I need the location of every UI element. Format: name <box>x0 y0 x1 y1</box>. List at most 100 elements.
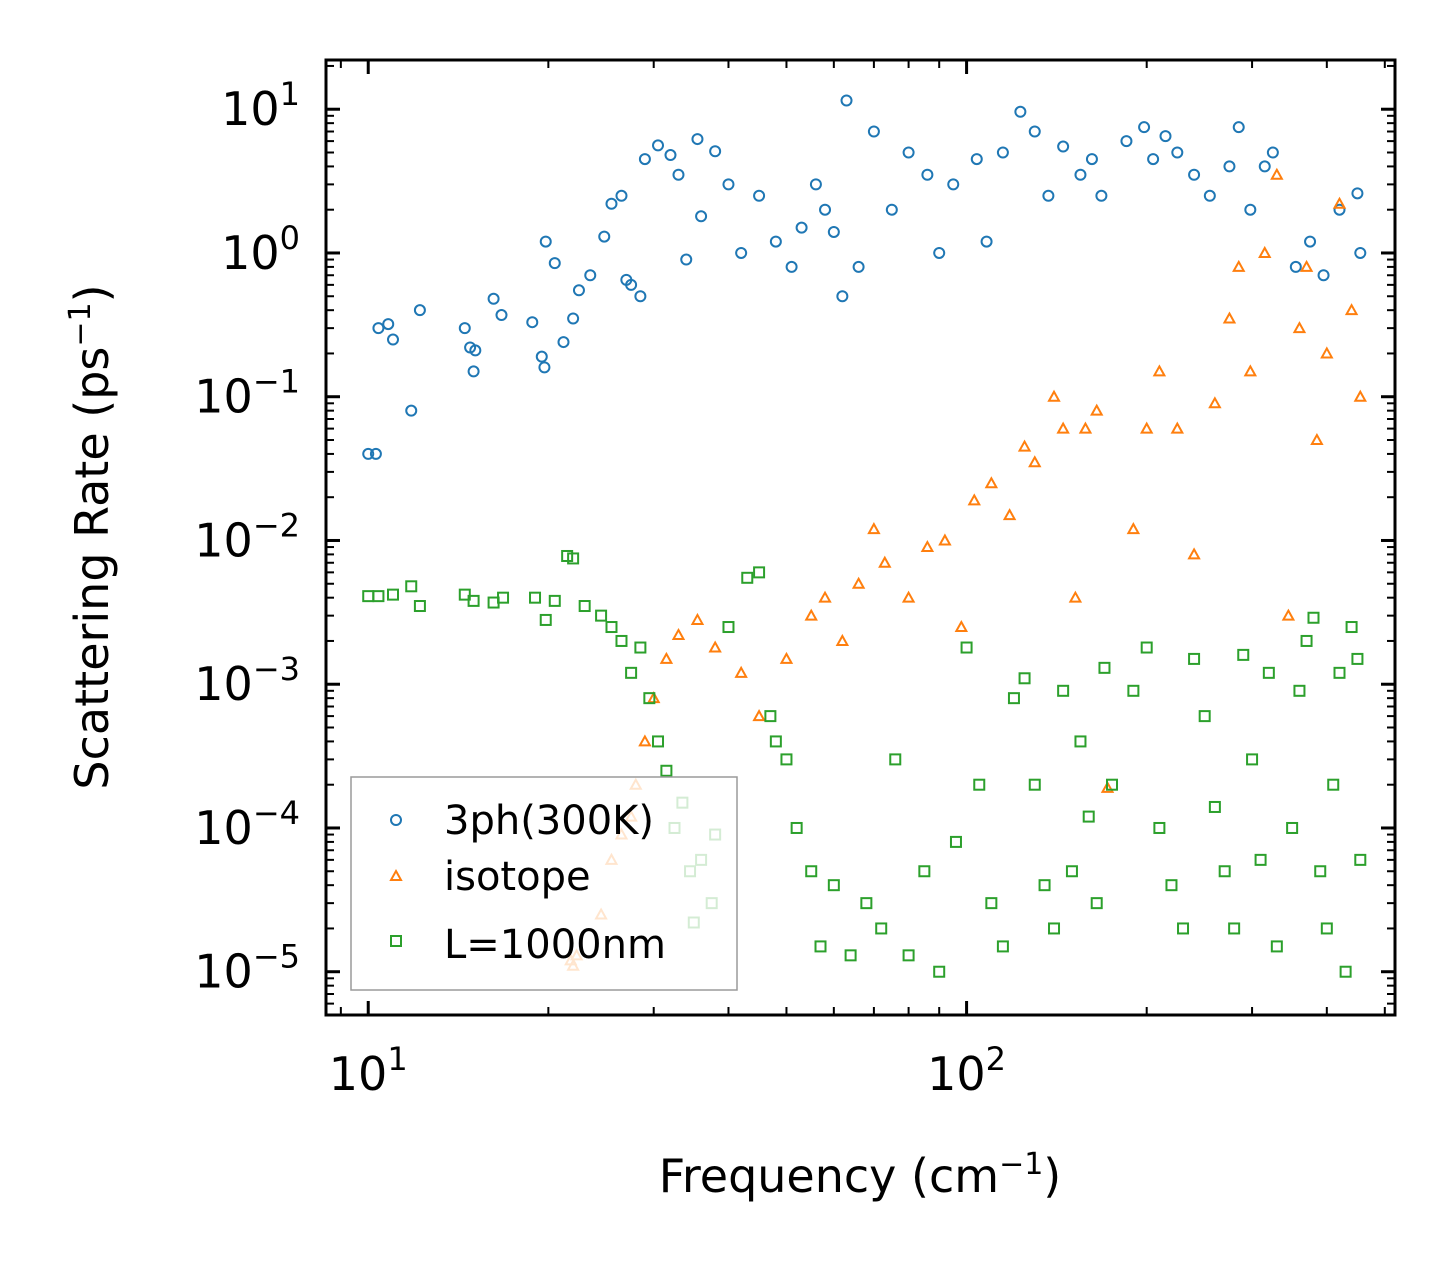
data-point-boundary <box>985 897 998 910</box>
data-point-boundary <box>902 949 915 962</box>
data-point-boundary <box>814 940 827 953</box>
data-point-boundary <box>889 753 902 766</box>
data-point-3ph <box>362 447 375 460</box>
data-point-boundary <box>1057 684 1070 697</box>
data-point-3ph <box>372 322 385 335</box>
data-point-isotope <box>1320 346 1334 359</box>
data-point-boundary <box>1246 753 1259 766</box>
data-point-boundary <box>1140 641 1153 654</box>
data-point-boundary <box>1090 897 1103 910</box>
data-point-3ph <box>539 235 552 248</box>
data-point-3ph <box>722 178 735 191</box>
series-2 <box>362 549 1367 978</box>
data-point-boundary <box>1188 652 1201 665</box>
data-point-boundary <box>1351 652 1364 665</box>
data-point-3ph <box>382 318 395 331</box>
data-point-boundary <box>1320 922 1333 935</box>
data-point-isotope <box>1068 590 1083 603</box>
data-point-3ph <box>495 309 508 322</box>
data-point-boundary <box>1300 634 1313 647</box>
data-point-boundary <box>1106 778 1119 791</box>
y-tick-label: 10−3 <box>194 650 300 711</box>
data-point-3ph <box>1244 203 1257 216</box>
data-point-boundary <box>497 591 510 604</box>
legend: 3ph(300K) isotope L=1000nm <box>350 776 738 991</box>
x-axis-title-close: ) <box>1043 1149 1061 1203</box>
data-point-3ph <box>664 149 677 162</box>
data-point-3ph <box>819 203 832 216</box>
data-point-boundary <box>1165 879 1178 892</box>
data-point-3ph <box>1095 189 1108 202</box>
legend-label-boundary: L=1000nm <box>444 922 666 968</box>
data-point-isotope <box>835 633 850 646</box>
data-point-isotope <box>752 709 766 722</box>
data-point-boundary <box>539 613 552 626</box>
data-point-isotope <box>708 640 722 653</box>
data-point-boundary <box>1153 821 1166 834</box>
data-point-boundary <box>1228 922 1241 935</box>
data-point-3ph <box>827 225 840 238</box>
data-point-3ph <box>1171 146 1184 159</box>
data-point-isotope <box>1090 403 1104 416</box>
data-point-isotope <box>901 590 916 603</box>
y-axis-title: Scattering Rate (ps−1) <box>63 284 119 789</box>
data-point-boundary <box>1177 922 1190 935</box>
data-point-3ph <box>605 197 618 210</box>
legend-marker-triangle <box>389 868 403 881</box>
data-point-isotope <box>690 612 705 625</box>
data-point-3ph <box>1258 160 1271 173</box>
data-point-3ph <box>680 253 693 266</box>
data-point-boundary <box>1127 684 1140 697</box>
data-point-isotope <box>938 533 952 546</box>
data-point-boundary <box>1038 879 1051 892</box>
y-axis-title-exponent: −1 <box>63 302 98 346</box>
data-point-boundary <box>1007 692 1020 705</box>
data-point-boundary <box>1198 710 1211 723</box>
data-point-3ph <box>413 304 426 317</box>
data-point-boundary <box>605 621 618 634</box>
legend-marker-square <box>390 935 402 947</box>
data-point-3ph <box>933 246 946 259</box>
data-point-3ph <box>809 178 822 191</box>
data-point-isotope <box>1002 508 1017 521</box>
data-point-isotope <box>1187 547 1201 560</box>
data-point-boundary <box>1333 666 1346 679</box>
data-point-boundary <box>458 588 471 601</box>
y-axis-title-main: Scattering Rate (ps <box>65 347 119 790</box>
data-point-boundary <box>634 641 647 654</box>
data-point-isotope <box>1243 364 1258 377</box>
data-point-boundary <box>753 566 766 579</box>
data-point-boundary <box>1354 853 1367 866</box>
data-point-3ph <box>386 333 399 346</box>
data-point-3ph <box>947 178 960 191</box>
data-point-boundary <box>1314 865 1327 878</box>
data-point-isotope <box>1126 522 1141 535</box>
data-point-isotope <box>1208 396 1222 409</box>
y-tick-label: 10−5 <box>194 938 300 999</box>
data-point-3ph <box>735 246 748 259</box>
data-point-3ph <box>405 404 418 417</box>
legend-label-3ph: 3ph(300K) <box>444 798 654 844</box>
axis-ticks-layer: 101 102 101 100 10−1 10−2 10−3 10−4 10−5 <box>194 60 1395 1101</box>
data-point-isotope <box>818 590 832 603</box>
data-point-isotope <box>920 539 935 553</box>
data-point-3ph <box>469 344 482 357</box>
data-point-boundary <box>722 621 735 634</box>
data-point-boundary <box>1218 865 1231 878</box>
data-point-isotope <box>1292 321 1307 334</box>
data-point-3ph <box>638 153 651 166</box>
data-point-boundary <box>1270 940 1283 953</box>
data-point-3ph <box>369 447 382 460</box>
data-point-boundary <box>625 666 638 679</box>
data-point-3ph <box>1317 269 1330 282</box>
series-0 <box>362 94 1367 460</box>
data-point-isotope <box>671 627 686 641</box>
data-point-3ph <box>885 203 898 216</box>
data-point-boundary <box>769 735 782 748</box>
data-point-3ph <box>1057 140 1070 153</box>
data-point-3ph <box>785 260 798 273</box>
data-point-3ph <box>634 290 647 303</box>
data-point-boundary <box>1345 621 1358 634</box>
y-tick-label: 100 <box>221 219 300 280</box>
